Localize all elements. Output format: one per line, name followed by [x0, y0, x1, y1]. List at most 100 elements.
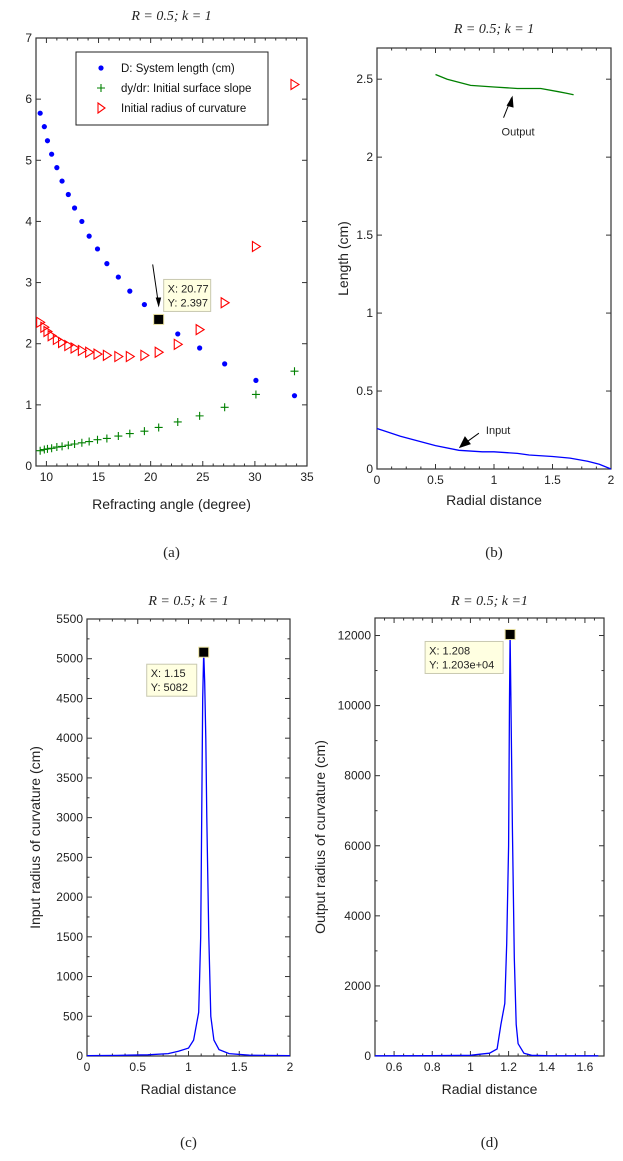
series-line — [374, 634, 599, 1057]
data-point-dot — [37, 110, 43, 116]
x-tick-label: 1.5 — [231, 1060, 248, 1074]
data-point-triangle — [195, 323, 206, 336]
datatip-box — [163, 278, 212, 312]
figure-caption: (d) — [481, 1135, 499, 1151]
y-tick-label: 4000 — [344, 909, 371, 923]
data-point-plus — [52, 443, 61, 452]
x-tick-label: 1 — [467, 1060, 474, 1074]
y-tick-label: 3500 — [56, 771, 83, 785]
x-tick-label: 1.6 — [577, 1060, 594, 1074]
data-point-plus — [70, 439, 79, 448]
data-point-triangle — [64, 339, 74, 352]
axes-box — [374, 617, 605, 1057]
y-tick-label: 6000 — [344, 839, 371, 853]
data-point-dot — [141, 301, 147, 308]
data-point-dot — [104, 261, 110, 267]
datatip-marker — [198, 646, 210, 658]
y-tick-label: 1.5 — [356, 228, 373, 242]
data-point-plus — [64, 441, 73, 450]
datatip-y: Y: 5082 — [151, 682, 188, 694]
data-point-dot — [222, 361, 228, 367]
data-point-triangle — [154, 346, 165, 359]
y-tick-label: 1 — [25, 398, 32, 412]
y-tick-label: 7 — [25, 31, 32, 45]
x-tick-label: 2 — [608, 473, 615, 487]
data-point-plus — [58, 442, 67, 451]
figure-caption: (c) — [180, 1135, 197, 1151]
data-point-plus — [43, 444, 52, 453]
chart-title: R = 0.5; k =1 — [450, 594, 528, 609]
data-point-plus — [195, 411, 204, 420]
data-point-plus — [36, 446, 45, 455]
data-point-dot — [86, 233, 92, 239]
x-tick-label: 0.5 — [427, 473, 444, 487]
data-point-dot — [175, 331, 181, 337]
data-point-dot — [59, 178, 65, 184]
legend-entry-label: dy/dr: Initial surface slope — [121, 83, 251, 95]
y-tick-label: 10000 — [338, 699, 372, 713]
data-point-dot — [71, 205, 78, 211]
y-tick-label: 2.5 — [356, 72, 373, 86]
y-tick-label: 2000 — [344, 979, 371, 993]
data-point-dot — [94, 246, 101, 252]
datatip-y: Y: 2.397 — [168, 297, 208, 309]
data-point-dot — [79, 218, 85, 225]
y-axis-label: Input radius of curvature (cm) — [27, 746, 43, 929]
y-tick-label: 2 — [366, 150, 373, 164]
x-tick-label: 1.4 — [538, 1060, 555, 1074]
data-point-triangle — [70, 342, 81, 354]
data-point-dot — [291, 393, 298, 399]
y-tick-label: 0 — [76, 1049, 83, 1063]
arrow-head-icon — [155, 297, 162, 308]
series-d-system-length-cm — [37, 110, 298, 399]
data-point-dot — [253, 377, 259, 383]
series-output — [435, 73, 574, 96]
data-point-plus — [114, 432, 123, 441]
chart-title: R = 0.5; k = 1 — [453, 22, 534, 37]
y-tick-label: 1 — [366, 306, 373, 320]
legend-entry-label: D: System length (cm) — [121, 63, 235, 75]
datatip-x: X: 1.15 — [151, 668, 186, 680]
x-tick-label: 0.6 — [386, 1060, 403, 1074]
datatip-box — [424, 640, 504, 674]
y-tick-label: 5 — [25, 153, 32, 167]
data-point-triangle — [85, 346, 95, 359]
x-axis-label: Radial distance — [446, 492, 542, 508]
y-tick-label: 3000 — [56, 811, 83, 825]
data-point-dot — [54, 165, 60, 171]
data-point-plus — [93, 435, 102, 444]
y-tick-label: 4000 — [56, 731, 83, 745]
data-point-plus — [77, 438, 86, 447]
chart-b: R = 0.5; k = 1 0 0.5 1 1.5 2 0 0.5 1 1.5 2 2.5 Radia… — [335, 22, 615, 561]
legend-dot-icon — [98, 65, 104, 71]
data-point-triangle — [114, 350, 124, 363]
chart-a: R = 0.5; k = 1 10 15 20 25 30 35 0 1 2 3 4 5 6 7 Refrac… — [25, 9, 314, 561]
y-tick-label: 8000 — [344, 769, 371, 783]
x-tick-label: 0 — [374, 473, 381, 487]
y-tick-label: 0.5 — [356, 384, 373, 398]
series-output-radius-of-curvature — [374, 634, 599, 1057]
annotation-output-label: Output — [502, 127, 535, 139]
axes-box — [376, 47, 612, 470]
datatip-box — [146, 663, 198, 697]
data-point-plus — [102, 434, 111, 443]
series-initial-radius-of-curvature — [36, 78, 301, 363]
x-tick-label: 25 — [196, 470, 210, 484]
x-axis-label: Refracting angle (degree) — [92, 496, 251, 512]
x-tick-label: 20 — [144, 470, 158, 484]
data-point-triangle — [77, 344, 88, 357]
x-tick-label: 15 — [92, 470, 106, 484]
chart-d: R = 0.5; k =1 0.6 0.8 1 1.2 1.4 1.6 0 2000 4000 60… — [312, 594, 605, 1151]
data-point-triangle — [125, 350, 136, 363]
datatip-marker — [153, 313, 165, 325]
data-point-triangle — [140, 349, 150, 362]
x-tick-label: 2 — [287, 1060, 294, 1074]
y-tick-label: 1000 — [56, 970, 83, 984]
y-tick-label: 3 — [25, 276, 32, 290]
y-tick-label: 6 — [25, 92, 32, 106]
x-tick-label: 0.5 — [129, 1060, 146, 1074]
chart-c: R = 0.5; k = 1 0 0.5 1 1.5 2 0 500 1000 1500 2000 2… — [27, 594, 294, 1151]
x-tick-label: 30 — [248, 470, 262, 484]
datatip-x: X: 20.77 — [168, 283, 209, 295]
